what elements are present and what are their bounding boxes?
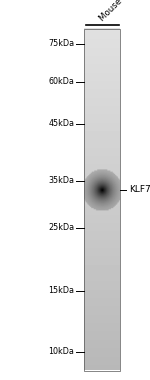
Text: KLF7: KLF7 bbox=[129, 185, 150, 195]
Text: 45kDa: 45kDa bbox=[48, 119, 74, 128]
Text: 75kDa: 75kDa bbox=[48, 39, 74, 48]
Text: 15kDa: 15kDa bbox=[48, 286, 74, 295]
Text: 25kDa: 25kDa bbox=[48, 223, 74, 233]
Bar bbox=[84, 28, 120, 370]
Text: 60kDa: 60kDa bbox=[48, 77, 74, 86]
Text: Mouse kidney: Mouse kidney bbox=[97, 0, 146, 23]
Text: 35kDa: 35kDa bbox=[48, 176, 74, 185]
Text: 10kDa: 10kDa bbox=[48, 347, 74, 356]
